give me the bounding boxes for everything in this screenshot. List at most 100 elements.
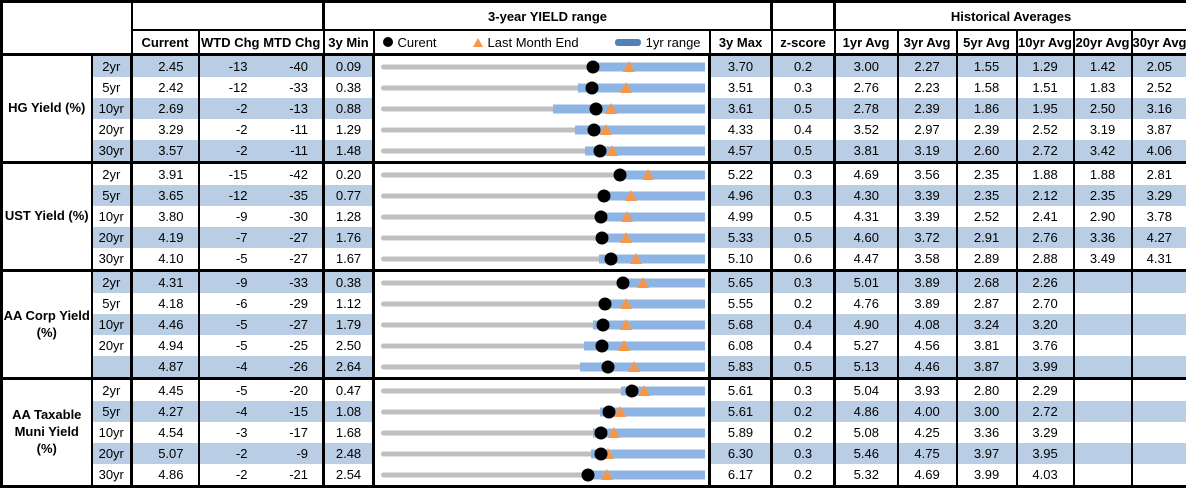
bullet-chart (381, 56, 705, 77)
avg-value: 2.89 (957, 248, 1017, 271)
tenor-cell: 5yr (92, 185, 132, 206)
avg-value: 3.24 (957, 314, 1017, 335)
z-score-value: 0.5 (772, 356, 835, 379)
last-month-end-marker (642, 169, 654, 180)
avg-value (1074, 422, 1132, 443)
bullet-chart (381, 77, 705, 98)
tenor-cell (92, 356, 132, 379)
avg-value: 4.60 (835, 227, 898, 248)
avg-value: 2.70 (1017, 293, 1074, 314)
avg-value: 3.39 (898, 206, 957, 227)
yield-range-chart (374, 379, 710, 402)
tenor-cell: 20yr (92, 227, 132, 248)
min-3y-value: 2.48 (324, 443, 374, 464)
mtd-chg-value: -35 (262, 185, 324, 206)
tenor-cell: 2yr (92, 55, 132, 78)
avg-value (1132, 401, 1186, 422)
range-1yr-bar (603, 299, 705, 308)
avg-value: 3.58 (898, 248, 957, 271)
current-value: 3.29 (132, 119, 199, 140)
avg-value: 3.52 (835, 119, 898, 140)
avg-value: 5.13 (835, 356, 898, 379)
max-3y-value: 4.33 (710, 119, 772, 140)
col-header-30yr-avg: 30yr Avg (1132, 30, 1186, 55)
avg-value: 3.36 (957, 422, 1017, 443)
avg-value: 2.97 (898, 119, 957, 140)
current-value: 3.80 (132, 206, 199, 227)
avg-value: 3.42 (1074, 140, 1132, 163)
yield-range-chart (374, 248, 710, 271)
avg-value: 3.20 (1017, 314, 1074, 335)
min-3y-value: 1.08 (324, 401, 374, 422)
max-3y-value: 4.57 (710, 140, 772, 163)
current-marker-dot (604, 252, 617, 265)
current-marker-dot (597, 189, 610, 202)
hist-title: Historical Averages (835, 2, 1186, 31)
avg-value: 2.76 (835, 77, 898, 98)
avg-value: 1.42 (1074, 55, 1132, 78)
header-spacer (132, 2, 324, 31)
tenor-cell: 10yr (92, 314, 132, 335)
avg-value: 2.68 (957, 271, 1017, 294)
current-value: 3.91 (132, 163, 199, 186)
avg-value: 4.46 (898, 356, 957, 379)
wtd-chg-value: -13 (199, 55, 262, 78)
last-month-end-marker (620, 82, 632, 93)
z-score-value: 0.4 (772, 335, 835, 356)
avg-value (1074, 443, 1132, 464)
range-1yr-bar (602, 191, 705, 200)
current-marker-dot (625, 384, 638, 397)
z-score-value: 0.5 (772, 206, 835, 227)
mtd-chg-value: -42 (262, 163, 324, 186)
current-marker-dot (595, 231, 608, 244)
legend-last-month-end-label: Last Month End (488, 35, 579, 50)
current-value: 4.18 (132, 293, 199, 314)
avg-value: 4.69 (898, 464, 957, 487)
avg-value: 2.87 (957, 293, 1017, 314)
mtd-chg-value: -33 (262, 271, 324, 294)
z-score-value: 0.2 (772, 293, 835, 314)
bullet-chart (381, 248, 705, 269)
wtd-chg-value: -2 (199, 140, 262, 163)
avg-value: 5.46 (835, 443, 898, 464)
wtd-chg-value: -4 (199, 401, 262, 422)
last-month-end-triangle-icon (473, 38, 483, 47)
avg-value: 3.29 (1017, 422, 1074, 443)
bullet-chart (381, 119, 705, 140)
mtd-chg-value: -29 (262, 293, 324, 314)
z-score-value: 0.3 (772, 185, 835, 206)
avg-value: 1.29 (1017, 55, 1074, 78)
avg-value: 2.81 (1132, 163, 1186, 186)
avg-value: 3.56 (898, 163, 957, 186)
avg-value: 4.69 (835, 163, 898, 186)
avg-value: 3.39 (898, 185, 957, 206)
range-1yr-bar (593, 320, 705, 329)
last-month-end-marker (623, 61, 635, 72)
current-marker-dot (616, 276, 629, 289)
max-3y-value: 5.33 (710, 227, 772, 248)
min-3y-value: 1.68 (324, 422, 374, 443)
avg-value: 1.95 (1017, 98, 1074, 119)
wtd-chg-value: -2 (199, 119, 262, 140)
range-1yr-bar (619, 278, 705, 287)
range-bar-icon (615, 39, 641, 46)
max-3y-value: 6.08 (710, 335, 772, 356)
wtd-chg-value: -2 (199, 443, 262, 464)
avg-value: 2.52 (1132, 77, 1186, 98)
avg-value: 2.52 (1017, 119, 1074, 140)
yield-range-chart (374, 314, 710, 335)
avg-value: 3.49 (1074, 248, 1132, 271)
avg-value: 4.06 (1132, 140, 1186, 163)
z-score-value: 0.3 (772, 443, 835, 464)
avg-value (1074, 464, 1132, 487)
current-value: 2.42 (132, 77, 199, 98)
range-1yr-bar (599, 233, 705, 242)
avg-value: 3.97 (957, 443, 1017, 464)
avg-value: 3.19 (898, 140, 957, 163)
